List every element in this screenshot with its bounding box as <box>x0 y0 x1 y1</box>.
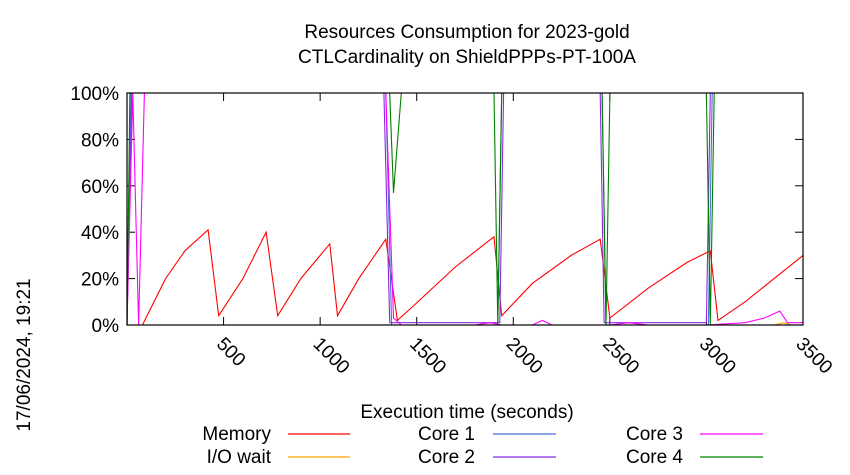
y-tick-labels: 0% 20% 40% 60% 80% 100% <box>70 84 119 337</box>
plot-grid <box>127 92 804 326</box>
plot-frame <box>126 92 804 326</box>
legend-label: I/O wait <box>207 447 272 468</box>
series-line-core-4 <box>126 92 803 326</box>
x-tick-label: 2500 <box>598 334 643 379</box>
series-line-core-2 <box>126 92 803 326</box>
y-tick-label: 40% <box>81 223 119 244</box>
x-axis-label: Execution time (seconds) <box>360 402 573 423</box>
x-tick-label: 2000 <box>502 334 547 379</box>
x-tick-label: 3000 <box>695 334 740 379</box>
legend-label: Memory <box>202 424 271 445</box>
series-line-core-3 <box>126 92 803 326</box>
legend-label: Core 1 <box>418 424 475 445</box>
chart-subtitle: CTLCardinality on ShieldPPPs-PT-100A <box>298 47 636 68</box>
x-tick-label: 1500 <box>405 334 450 379</box>
x-tick-labels: 500 1000 1500 2000 2500 3000 3500 <box>212 334 836 379</box>
series-lines <box>126 92 804 326</box>
series-line-core-1 <box>126 92 803 326</box>
y-tick-label: 20% <box>81 270 119 291</box>
timestamp-label: 17/06/2024, 19:21 <box>14 278 35 431</box>
y-tick-label: 0% <box>92 316 120 337</box>
y-tick-label: 80% <box>81 130 119 151</box>
legend-label: Core 4 <box>626 447 683 468</box>
x-tick-label: 3500 <box>791 334 836 379</box>
legend-label: Core 2 <box>418 447 475 468</box>
y-tick-label: 100% <box>70 84 119 105</box>
series-line-memory <box>127 228 804 326</box>
y-tick-label: 60% <box>81 177 119 198</box>
chart-title: Resources Consumption for 2023-gold <box>304 22 629 43</box>
x-tick-label: 500 <box>212 334 249 371</box>
legend-label: Core 3 <box>626 424 683 445</box>
x-tick-label: 1000 <box>309 334 354 379</box>
